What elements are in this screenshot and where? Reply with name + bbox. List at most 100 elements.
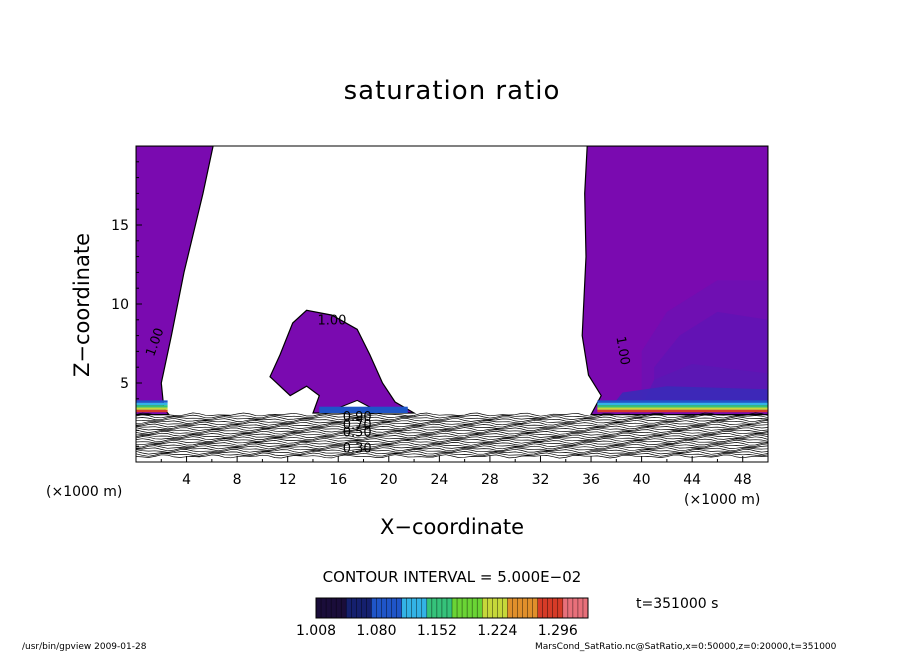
- footer-source: MarsCond_SatRatio.nc@SatRatio,x=0:50000,…: [535, 642, 837, 652]
- colorbar-tick-label: 1.296: [537, 623, 578, 639]
- colorbar-tick-label: 1.224: [477, 623, 518, 639]
- left-band-1: [136, 400, 168, 403]
- colorbar-segment: [391, 598, 398, 618]
- colorbar-segment: [341, 598, 347, 618]
- subsaturation-contour-24: [136, 454, 768, 459]
- colorbar-segment: [477, 598, 483, 618]
- colorbar-segment: [497, 598, 503, 618]
- subsaturation-contour-4: [136, 417, 768, 423]
- colorbar-segment: [542, 598, 549, 618]
- colorbar-segment: [577, 598, 584, 618]
- x-tick-label: 16: [329, 472, 347, 488]
- colorbar-segment: [416, 598, 423, 618]
- y-axis-label: Z−coordinate: [70, 233, 94, 377]
- colorbar-segment: [537, 598, 544, 618]
- colorbar-segment: [567, 598, 574, 618]
- left-band-4: [136, 407, 168, 410]
- colorbar-segment: [401, 598, 408, 618]
- subsaturation-contour-19: [136, 445, 768, 450]
- subsaturation-contour-8: [136, 425, 768, 430]
- colorbar-segment: [426, 598, 433, 618]
- subsaturation-contour-18: [136, 443, 768, 448]
- colorbar-segment: [552, 598, 559, 618]
- colorbar-segment: [331, 598, 337, 618]
- surface-bands: [136, 400, 768, 414]
- right-band-4: [597, 407, 768, 410]
- subsaturation-contour-21: [136, 448, 768, 453]
- subsaturation-contour-10: [136, 428, 768, 434]
- colorbar-segment: [421, 598, 428, 618]
- colorbar-segment: [522, 598, 529, 618]
- y-tick-label: 10: [111, 297, 129, 313]
- contour-label: 0.70: [343, 418, 372, 433]
- colorbar-segment: [376, 598, 382, 618]
- colorbar-segment: [431, 598, 438, 618]
- subsaturation-contour-11: [136, 430, 768, 435]
- colorbar-segment: [517, 598, 524, 618]
- colorbar-segment: [482, 598, 488, 618]
- subsaturation-contour-16: [136, 439, 768, 444]
- x-tick-label: 12: [279, 472, 297, 488]
- subsaturation-contour-14: [136, 436, 768, 441]
- colorbar-segment: [326, 598, 332, 618]
- colorbar-segment: [562, 598, 569, 618]
- subsaturation-contour-6: [136, 421, 768, 426]
- subsaturation-contour-20: [136, 447, 768, 452]
- colorbar-segment: [366, 598, 372, 618]
- colorbar-tick-label: 1.008: [295, 623, 337, 639]
- subsaturation-contour-1: [136, 412, 768, 417]
- middle-dome-region: [269, 309, 417, 414]
- y-tick-label: 5: [120, 376, 129, 392]
- colorbar-segment: [487, 598, 493, 618]
- colorbar-tick-label: 1.152: [416, 623, 457, 639]
- contour-label: 0.90: [343, 410, 372, 425]
- colorbar-segment: [446, 598, 453, 618]
- subsaturation-contour-15: [136, 437, 768, 443]
- contour-label: 0.30: [343, 442, 372, 457]
- colorbar-segment: [492, 598, 498, 618]
- colorbar-tick-label: 1.080: [356, 623, 397, 639]
- x-tick-label: 40: [633, 472, 651, 488]
- colorbar-segment: [457, 598, 463, 618]
- x-tick-label: 24: [430, 472, 448, 488]
- colorbar-segment: [502, 598, 508, 618]
- subsaturation-contour-2: [136, 414, 768, 419]
- subsaturation-contour-3: [136, 416, 768, 421]
- right-band-3: [597, 405, 768, 408]
- time-label: t=351000 s: [636, 596, 719, 612]
- right-band-1: [597, 400, 768, 403]
- subsaturation-contour-5: [136, 419, 768, 424]
- contour-lines: [136, 412, 768, 459]
- right-band-2: [597, 402, 768, 406]
- colorbar-segment: [452, 598, 458, 618]
- x-tick-label: 4: [182, 472, 191, 488]
- x-unit-label-right: (×1000 m): [684, 492, 761, 508]
- subsaturation-contour-23: [136, 452, 768, 457]
- colorbar-segment: [336, 598, 342, 618]
- left-band-3: [136, 405, 168, 408]
- colorbar-segment: [316, 598, 322, 618]
- colorbar-segment: [472, 598, 478, 618]
- contour-label: 1.00: [317, 314, 346, 329]
- colorbar-segment: [411, 598, 418, 618]
- filled-contours: [136, 146, 768, 416]
- left-column-region: [136, 146, 214, 416]
- colorbar-segment: [371, 598, 377, 618]
- x-tick-label: 8: [233, 472, 242, 488]
- contour-label: 1.00: [612, 335, 632, 366]
- x-tick-label: 20: [380, 472, 398, 488]
- colorbar-segment: [346, 598, 352, 618]
- colorbar-segment: [406, 598, 413, 618]
- colorbar-segment: [547, 598, 554, 618]
- colorbar-segment: [441, 598, 448, 618]
- colorbar-segment: [351, 598, 357, 618]
- subsaturation-contour-9: [136, 427, 768, 432]
- x-tick-label: 28: [481, 472, 499, 488]
- colorbar-segment: [436, 598, 443, 618]
- subsaturation-contour-12: [136, 432, 768, 437]
- y-tick-label: 15: [111, 218, 129, 234]
- colorbar-segment: [462, 598, 468, 618]
- colorbar-segment: [356, 598, 362, 618]
- colorbar-segment: [572, 598, 579, 618]
